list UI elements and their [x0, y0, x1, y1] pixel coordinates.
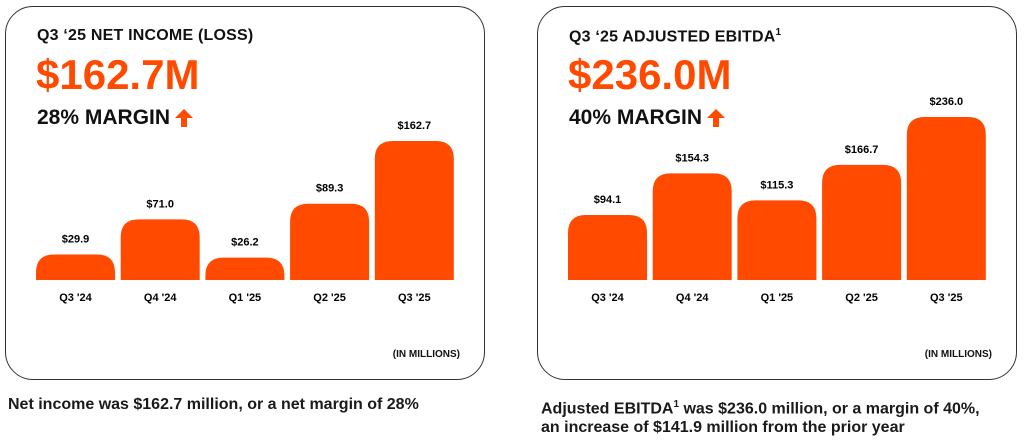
- bar-0: [36, 254, 115, 280]
- bar-3: [822, 164, 902, 280]
- units-label: (IN MILLIONS): [924, 349, 992, 360]
- data-label: $89.3: [316, 183, 344, 195]
- net-income-bar-chart: $29.9 Q3 '24 $71.0 Q4 '24 $26.2 Q1 '25 $89.3 Q2…: [36, 120, 454, 304]
- bar-2: [205, 257, 285, 280]
- data-label: $154.3: [675, 152, 709, 164]
- data-label: $26.2: [231, 237, 259, 249]
- arrow-up-icon: [707, 109, 726, 127]
- headline-value: $162.7M: [36, 51, 200, 98]
- data-label: $94.1: [594, 194, 622, 206]
- category-label: Q1 '25: [229, 292, 262, 304]
- net-income-card: Q3 ‘25 NET INCOME (LOSS) $162.7M 28% MAR…: [5, 6, 485, 380]
- data-label: $162.7: [397, 120, 431, 132]
- card-title: Q3 ‘25 ADJUSTED EBITDA1: [569, 27, 781, 46]
- bar-0: [568, 215, 647, 280]
- data-label: $236.0: [929, 96, 963, 108]
- bar-4: [374, 141, 454, 280]
- caption-part: Adjusted EBITDA: [541, 400, 674, 418]
- margin-label: 40% MARGIN: [569, 106, 703, 129]
- category-label: Q3 '24: [591, 292, 624, 304]
- card-title-text: Q3 ‘25 ADJUSTED EBITDA: [569, 28, 776, 46]
- card-title: Q3 ‘25 NET INCOME (LOSS): [37, 27, 254, 44]
- category-label: Q3 '25: [930, 292, 963, 304]
- category-label: Q2 '25: [845, 292, 878, 304]
- bar-1: [120, 219, 200, 280]
- category-label: Q4 '24: [144, 292, 177, 304]
- footnote-marker: 1: [673, 399, 680, 410]
- adjusted-ebitda-card: Q3 ‘25 ADJUSTED EBITDA1 $236.0M 40% MARG…: [537, 6, 1017, 380]
- bar-4: [906, 117, 986, 280]
- bar-2: [737, 200, 817, 280]
- data-label: $115.3: [760, 179, 793, 191]
- bar-1: [652, 173, 732, 280]
- bar-3: [290, 203, 370, 280]
- ebitda-caption: Adjusted EBITDA1 was $236.0 million, or …: [541, 395, 980, 437]
- category-label: Q4 '24: [676, 292, 709, 304]
- footnote-marker: 1: [775, 27, 782, 38]
- margin-label: 28% MARGIN: [37, 106, 171, 129]
- category-label: Q1 '25: [761, 292, 794, 304]
- data-label: $166.7: [845, 144, 879, 156]
- category-label: Q3 '24: [59, 292, 92, 304]
- category-label: Q3 '25: [398, 292, 431, 304]
- caption-part: was $236.0 million, or a margin of 40%,: [679, 400, 980, 418]
- headline-value: $236.0M: [568, 51, 732, 98]
- data-label: $29.9: [62, 233, 90, 245]
- data-label: $71.0: [146, 198, 174, 210]
- net-income-caption: Net income was $162.7 million, or a net …: [8, 396, 419, 413]
- category-label: Q2 '25: [313, 292, 346, 304]
- margin-row: 40% MARGIN: [569, 106, 726, 130]
- arrow-up-icon: [175, 109, 194, 127]
- margin-row: 28% MARGIN: [37, 106, 194, 130]
- units-label: (IN MILLIONS): [392, 349, 460, 360]
- caption-part: an increase of $141.9 million from the p…: [541, 419, 905, 437]
- adjusted-ebitda-bar-chart: $94.1 Q3 '24 $154.3 Q4 '24 $115.3 Q1 '25 $166.…: [568, 96, 986, 304]
